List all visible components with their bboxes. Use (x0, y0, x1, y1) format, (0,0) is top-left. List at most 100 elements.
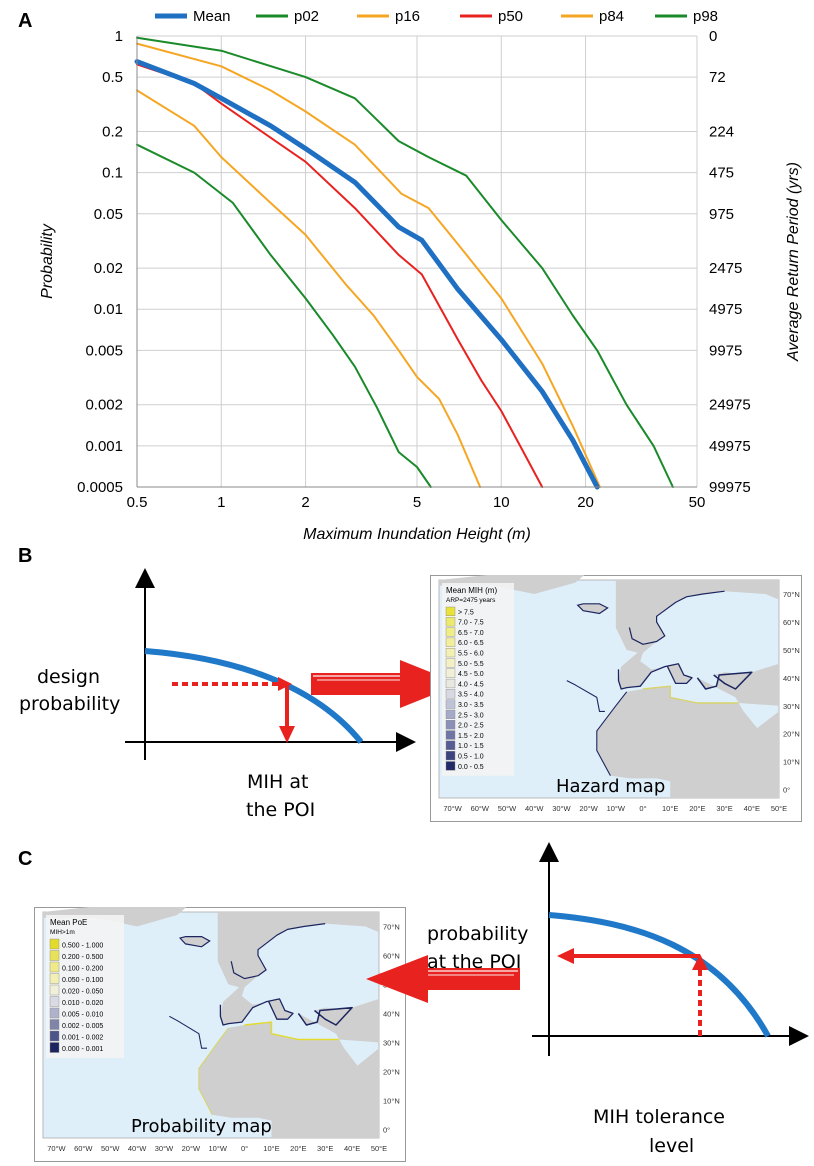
legend-item-label: 3.0 - 3.5 (458, 702, 484, 709)
legend-swatch (49, 950, 60, 961)
legend-label-p16: p16 (395, 8, 420, 25)
y2-tick-label: 2475 (709, 260, 742, 277)
legend-item-label: 0.050 - 0.100 (62, 977, 103, 984)
legend-swatch (445, 637, 456, 647)
legend-swatch (445, 617, 456, 627)
coastline (198, 1027, 229, 1116)
legend-item-label: 5.0 - 5.5 (458, 661, 484, 668)
lon-label: 10°E (263, 1144, 279, 1153)
legend-item-label: 0.000 - 0.001 (62, 1046, 103, 1053)
chart-grid (136, 35, 698, 488)
lon-label: 10°E (662, 804, 678, 813)
legend-label-p98: p98 (693, 8, 718, 25)
x-tick-label: 0.5 (127, 494, 148, 511)
y-tick-label: 1 (115, 28, 123, 45)
lon-label: 30°W (552, 804, 571, 813)
y2-tick-label: 24975 (709, 397, 751, 414)
legend-swatch (445, 730, 456, 740)
to-hazard-map-arrow-body (311, 673, 403, 695)
europe-land (615, 580, 779, 689)
lat-label: 70°N (783, 590, 800, 599)
legend-swatch (49, 961, 60, 973)
legend-subtitle: MIH>1m (50, 929, 75, 936)
to-probability-map-arrow-body (424, 968, 520, 990)
legend-item-label: 1.5 - 2.0 (458, 733, 484, 740)
coastline (169, 1015, 207, 1049)
legend-swatch (445, 668, 456, 678)
lon-label: 10°W (607, 804, 626, 813)
anatolia-land (713, 672, 755, 689)
hazard-curve (144, 648, 364, 744)
legend-item-label: 0.500 - 1.000 (62, 943, 103, 950)
legend-label-Mean: Mean (193, 8, 231, 25)
legend-swatch (445, 647, 456, 658)
legend-item-label: 6.5 - 7.0 (458, 630, 484, 637)
y-tick-label: 0.01 (94, 301, 123, 318)
probability-at-poi-label-2: at the POI (427, 951, 522, 973)
y-tick-label: 0.002 (85, 397, 123, 414)
lon-label: 20°E (689, 804, 705, 813)
lat-label: 30°N (383, 1038, 400, 1047)
legend-swatch (445, 709, 456, 720)
legend-item-label: 4.0 - 4.5 (458, 681, 484, 688)
panel-label-c: C (18, 848, 33, 870)
y-tick-label: 0.1 (102, 165, 123, 182)
lon-label: 40°E (344, 1144, 360, 1153)
y2-tick-label: 975 (709, 206, 734, 223)
coastline (596, 691, 628, 776)
legend-item-label: 0.010 - 0.020 (62, 1000, 103, 1007)
lat-label: 30°N (783, 702, 800, 711)
y2-tick-label: 99975 (709, 479, 751, 496)
y2-tick-label: 9975 (709, 342, 742, 359)
legend-swatch (445, 658, 456, 668)
x-tick-label: 5 (413, 494, 421, 511)
legend-item-label: 0.100 - 0.200 (62, 966, 103, 973)
iceland-land (576, 603, 609, 615)
lat-label: 70°N (383, 922, 400, 931)
lat-label: 20°N (383, 1067, 400, 1076)
legend-item-label: 0.200 - 0.500 (62, 954, 103, 961)
legend-item-label: 2.5 - 3.0 (458, 712, 484, 719)
to-probability-map-arrow-head (366, 955, 428, 1003)
y-tick-label: 0.02 (94, 260, 123, 277)
probability-map-title: Probability map (131, 1116, 272, 1137)
legend-swatch (49, 984, 60, 996)
legend-swatch (445, 720, 456, 730)
y2-tick-label: 475 (709, 165, 734, 182)
chart-legend: Mean p02 p16 p50 p84 p98 (155, 8, 718, 25)
legend-title: Mean PoE (50, 918, 87, 927)
lat-label: 0° (383, 1125, 390, 1134)
legend-swatch (445, 606, 456, 617)
lon-label: 0° (241, 1144, 248, 1153)
legend-swatch (445, 699, 456, 709)
hazard-map-title: Hazard map (556, 776, 666, 797)
legend-item-label: 0.001 - 0.002 (62, 1035, 103, 1042)
lat-label: 40°N (783, 674, 800, 683)
legend-label-p02: p02 (294, 8, 319, 25)
lon-label: 0° (639, 804, 646, 813)
coastline (230, 923, 326, 980)
panel-label-a: A (18, 10, 33, 32)
lon-label: 20°W (579, 804, 598, 813)
legend-swatch (49, 938, 60, 950)
lon-label: 40°E (744, 804, 760, 813)
y2-tick-label: 0 (709, 28, 717, 45)
legend-swatch (445, 750, 456, 761)
hazard-curve (548, 912, 771, 1038)
legend-swatch (49, 996, 60, 1007)
probability-at-poi-label-1: probability (427, 923, 529, 945)
anatolia-land (314, 1007, 355, 1025)
coastline (696, 671, 753, 690)
x-axis-title: Maximum Inundation Height (m) (303, 526, 531, 543)
coastline (297, 1006, 353, 1026)
y-tick-label: 0.001 (85, 438, 123, 455)
coastline (244, 1021, 339, 1041)
lon-label: 60°W (471, 804, 490, 813)
hazard-map: 70°W 60°W 50°W 40°W 30°W 20°W 10°W 0° 10°E 20°E 30… (430, 575, 802, 822)
lon-label: 30°E (716, 804, 732, 813)
africa-land (596, 663, 779, 798)
lon-label: 30°E (317, 1144, 333, 1153)
africa-land (198, 998, 379, 1138)
